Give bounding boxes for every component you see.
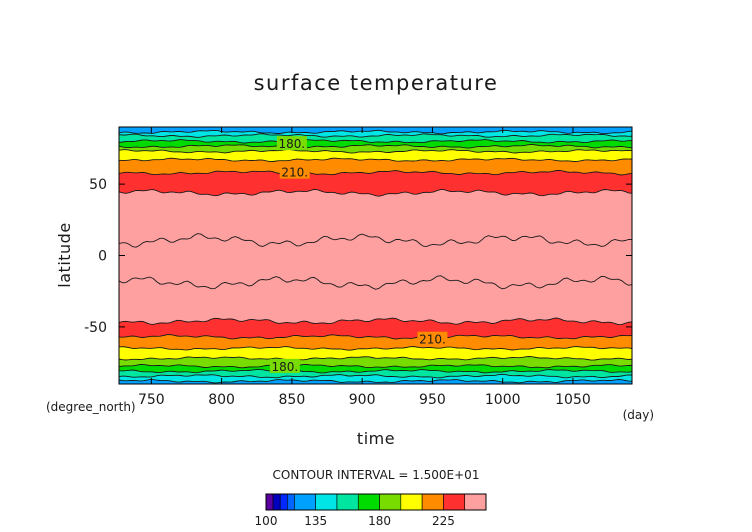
contour-line-south-150 bbox=[119, 373, 632, 379]
contour-interval-text: CONTOUR INTERVAL = 1.500E+01 bbox=[273, 468, 480, 482]
chart-title: surface temperature bbox=[254, 71, 499, 95]
contour-label-2: 210. bbox=[419, 333, 446, 347]
colorbar-frame bbox=[265, 493, 487, 511]
colorbar-cell-105 bbox=[272, 493, 281, 511]
y-axis-label: latitude bbox=[55, 222, 74, 287]
colorbar-tick-180: 180 bbox=[368, 514, 391, 528]
contour-label-bg-3 bbox=[269, 358, 300, 373]
colorbar-tick-100: 100 bbox=[255, 514, 278, 528]
contour-line-south-210 bbox=[119, 346, 632, 351]
band-fill-north-135 bbox=[119, 127, 632, 134]
y-axis-unit: (degree_north) bbox=[46, 400, 136, 414]
y-tick-label--50: -50 bbox=[84, 320, 107, 336]
colorbar-cell-150 bbox=[336, 493, 359, 511]
x-axis: 750 800 850 900 950 1000 1050 bbox=[138, 127, 591, 408]
contour-line-north-210 bbox=[119, 157, 632, 162]
colorbar-cell-100 bbox=[265, 493, 274, 511]
contour-label-bg-1 bbox=[279, 164, 310, 179]
contour-line-north-150 bbox=[119, 133, 632, 138]
contour-line-north-240 bbox=[119, 189, 632, 197]
colorbar-cell-180 bbox=[379, 493, 402, 511]
plot-area: 180. 210. 210. 180. bbox=[119, 127, 632, 384]
x-tick-label-750: 750 bbox=[138, 392, 165, 408]
x-axis-unit: (day) bbox=[623, 408, 654, 422]
contour-label-bg-0 bbox=[276, 136, 307, 151]
contour-line-south-195 bbox=[119, 356, 632, 361]
colorbar-cell-110 bbox=[279, 493, 288, 511]
y-tick-label-0: 0 bbox=[98, 249, 107, 265]
contour-label-3: 180. bbox=[271, 360, 298, 374]
x-tick-label-1050: 1050 bbox=[555, 392, 591, 408]
contour-label-bg-2 bbox=[417, 331, 448, 346]
contour-line-north-165 bbox=[119, 139, 632, 144]
contour-line-north-195 bbox=[119, 149, 632, 154]
colorbar-cell-210 bbox=[421, 493, 444, 511]
band-fill-south-135 bbox=[119, 379, 632, 384]
colorbar-cell-225 bbox=[443, 493, 466, 511]
contour-line-south-240 bbox=[119, 317, 632, 326]
x-tick-label-850: 850 bbox=[279, 392, 306, 408]
colorbar-cell-195 bbox=[400, 493, 423, 511]
colorbar-cell-240 bbox=[464, 493, 487, 511]
y-axis: -50 0 50 bbox=[84, 177, 632, 336]
contour-line-north-180 bbox=[119, 143, 632, 149]
colorbar-cell-120 bbox=[294, 493, 316, 511]
x-tick-label-800: 800 bbox=[208, 392, 235, 408]
colorbar-cell-115 bbox=[286, 493, 295, 511]
contour-line-north-225 bbox=[119, 169, 632, 176]
contour-label-0: 180. bbox=[279, 137, 306, 151]
colorbar: 100 135 180 225 bbox=[255, 493, 487, 528]
contour-line-south-135 bbox=[119, 379, 632, 384]
x-axis-label: time bbox=[357, 429, 395, 448]
x-tick-label-1000: 1000 bbox=[485, 392, 521, 408]
colorbar-tick-135: 135 bbox=[304, 514, 327, 528]
x-tick-label-950: 950 bbox=[419, 392, 446, 408]
contour-line-south-165 bbox=[119, 368, 632, 374]
colorbar-cell-165 bbox=[357, 493, 380, 511]
contour-line-south-255 bbox=[119, 275, 632, 290]
y-tick-label-50: 50 bbox=[89, 177, 107, 193]
x-tick-label-900: 900 bbox=[349, 392, 376, 408]
contour-line-north-255 bbox=[119, 233, 632, 248]
contour-line-south-225 bbox=[119, 334, 632, 340]
colorbar-cell-135 bbox=[315, 493, 338, 511]
contour-label-1: 210. bbox=[281, 166, 308, 180]
colorbar-tick-225: 225 bbox=[432, 514, 455, 528]
contour-line-south-180 bbox=[119, 363, 632, 369]
contour-line-north-135 bbox=[119, 129, 632, 135]
